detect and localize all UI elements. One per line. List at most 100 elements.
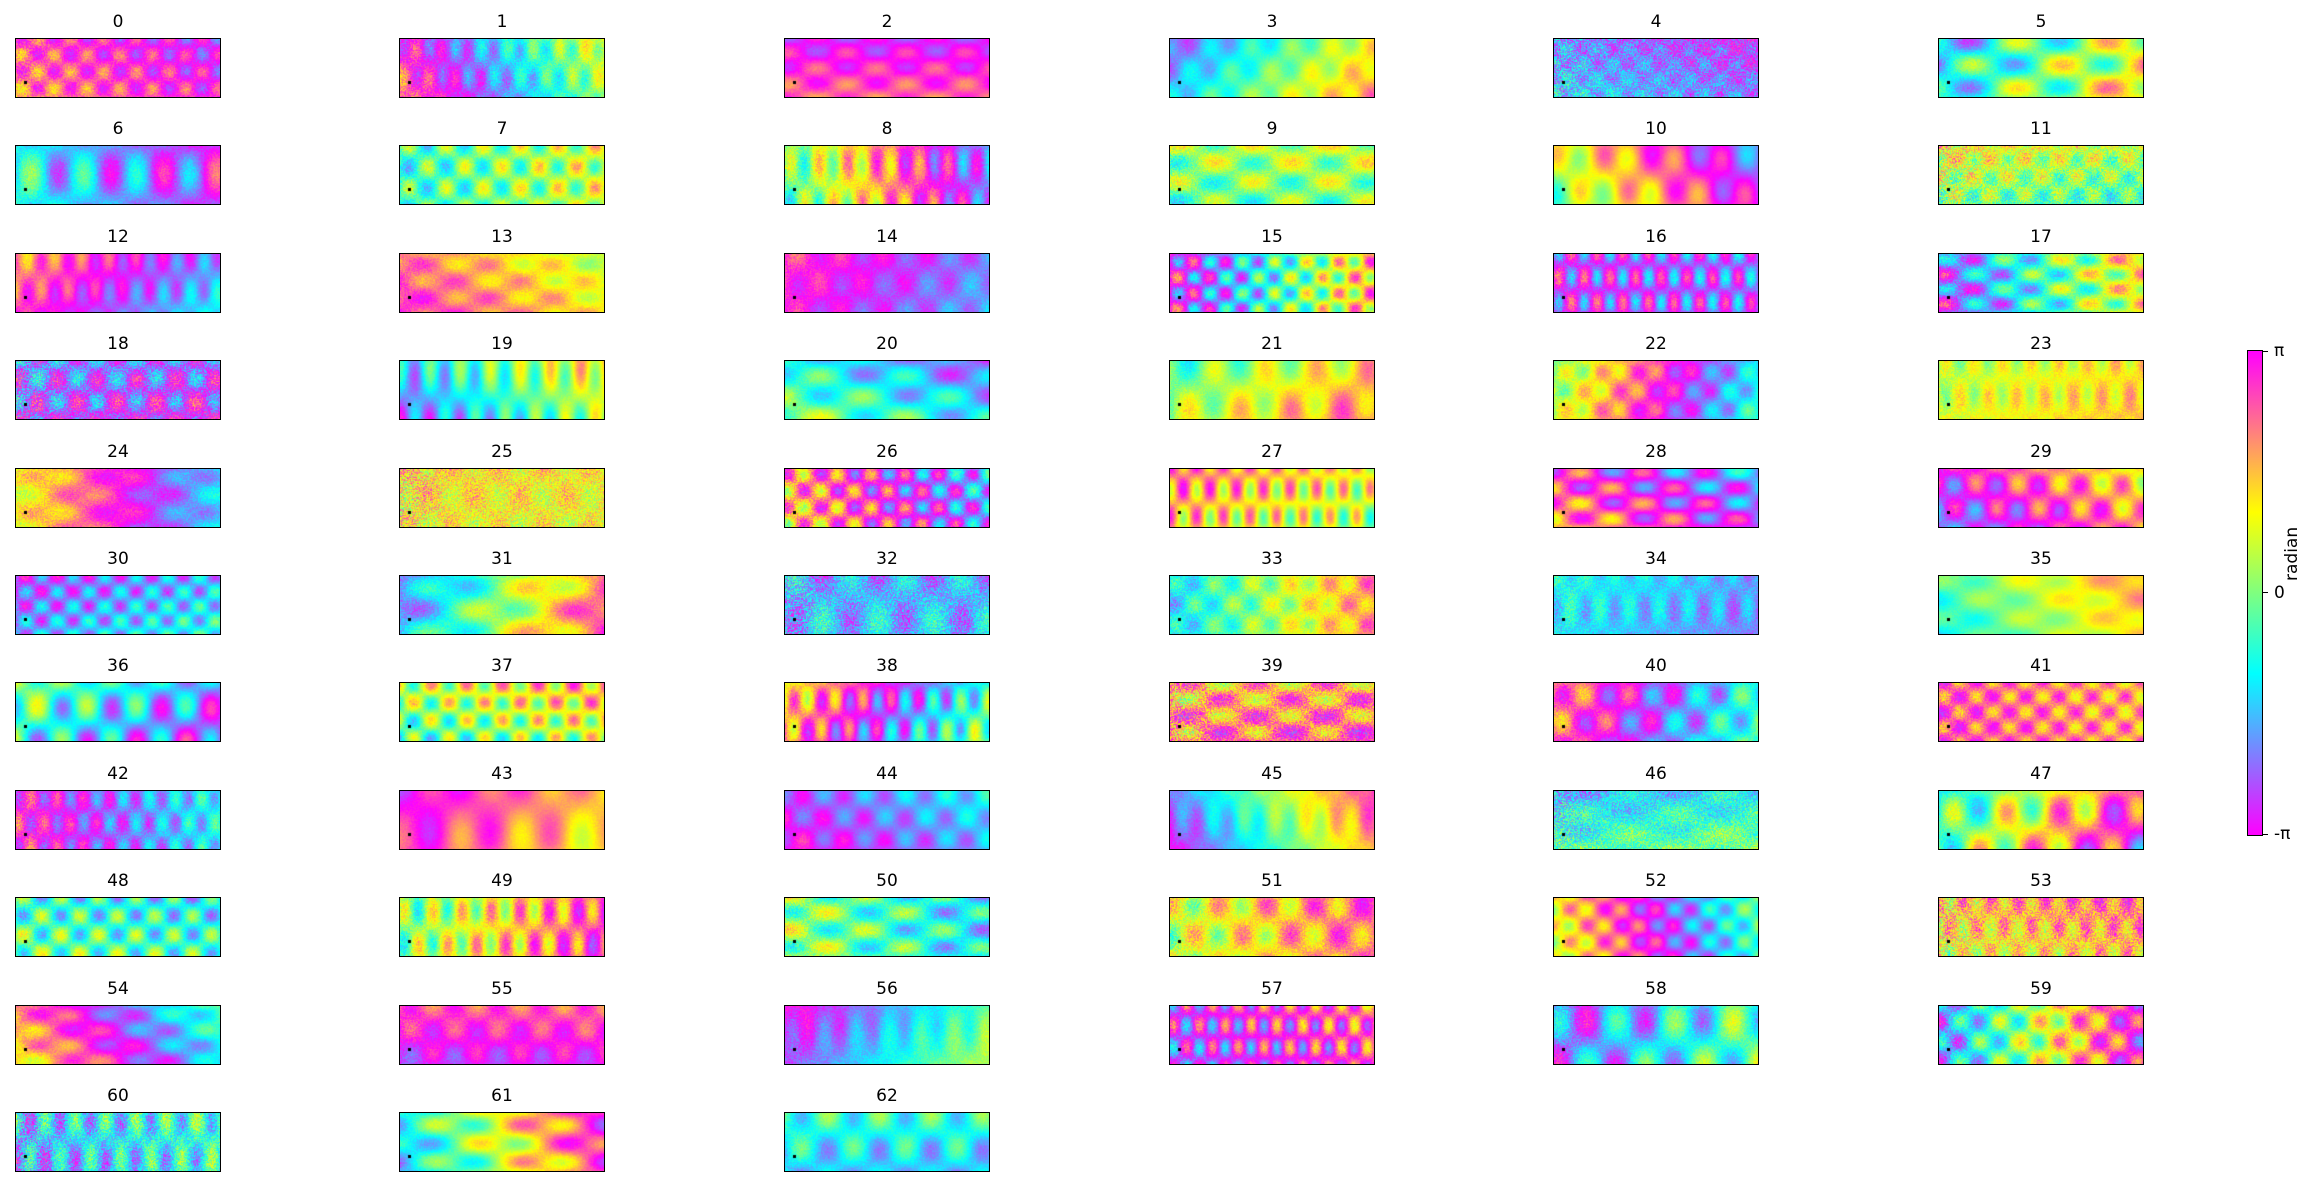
phase-map-12: [15, 252, 221, 313]
panel-title: 21: [1261, 334, 1283, 355]
panel-title: 53: [2030, 871, 2052, 892]
phase-map-20: [784, 360, 990, 421]
panel-title: 10: [1645, 119, 1667, 140]
panel-title: 32: [876, 549, 898, 569]
phase-map-29: [1938, 467, 2144, 528]
phase-map-61: [399, 1112, 605, 1172]
panel-title: 45: [1261, 763, 1283, 784]
phase-map-45: [1169, 789, 1375, 850]
panel-title: 24: [107, 441, 129, 462]
phase-map-5: [1938, 38, 2144, 98]
panel-title: 43: [491, 763, 513, 784]
phase-map-19: [399, 360, 605, 421]
phase-map-55: [399, 1004, 605, 1065]
phase-map-26: [784, 467, 990, 528]
panel-title: 42: [107, 763, 129, 784]
phase-map-22: [1553, 360, 1759, 421]
panel-title: 37: [491, 656, 513, 677]
panel-title: 52: [1645, 871, 1667, 892]
panel-title: 39: [1261, 656, 1283, 677]
panel-title: 56: [876, 978, 898, 999]
panel-title: 47: [2030, 763, 2052, 784]
phase-map-1: [399, 38, 605, 98]
panel-title: 57: [1261, 978, 1283, 999]
phase-map-16: [1553, 252, 1759, 313]
phase-map-3: [1169, 38, 1375, 98]
panel-title: 48: [107, 871, 129, 892]
phase-map-21: [1169, 360, 1375, 421]
panel-title: 7: [496, 119, 508, 140]
phase-map-8: [784, 145, 990, 206]
panel-title: 34: [1645, 549, 1667, 569]
panel-title: 51: [1261, 871, 1283, 892]
phase-map-2: [784, 38, 990, 98]
phase-map-51: [1169, 897, 1375, 958]
panel-title: 46: [1645, 763, 1667, 784]
phase-map-46: [1553, 789, 1759, 850]
phase-map-39: [1169, 682, 1375, 743]
panel-title: 49: [491, 871, 513, 892]
panel-title: 17: [2030, 226, 2052, 247]
phase-map-41: [1938, 682, 2144, 743]
phase-map-23: [1938, 360, 2144, 421]
panel-title: 28: [1645, 441, 1667, 462]
panel-title: 4: [1650, 12, 1662, 32]
phase-map-59: [1938, 1004, 2144, 1065]
panel-title: 9: [1266, 119, 1278, 140]
phase-map-62: [784, 1112, 990, 1172]
phase-map-43: [399, 789, 605, 850]
phase-map-33: [1169, 575, 1375, 635]
phase-map-47: [1938, 789, 2144, 850]
panel-title: 20: [876, 334, 898, 355]
phase-map-18: [15, 360, 221, 421]
panel-title: 1: [496, 12, 508, 32]
panel-title: 29: [2030, 441, 2052, 462]
panel-title: 50: [876, 871, 898, 892]
panel-title: 15: [1261, 226, 1283, 247]
panel-title: 0: [112, 12, 124, 32]
phase-map-42: [15, 789, 221, 850]
phase-map-30: [15, 575, 221, 635]
phase-map-32: [784, 575, 990, 635]
phase-map-11: [1938, 145, 2144, 206]
phase-map-54: [15, 1004, 221, 1065]
phase-map-25: [399, 467, 605, 528]
panel-title: 12: [107, 226, 129, 247]
panel-title: 25: [491, 441, 513, 462]
panel-title: 18: [107, 334, 129, 355]
phase-map-28: [1553, 467, 1759, 528]
panel-title: 26: [876, 441, 898, 462]
panel-title: 3: [1266, 12, 1278, 32]
phase-map-0: [15, 38, 221, 98]
phase-map-4: [1553, 38, 1759, 98]
panel-title: 41: [2030, 656, 2052, 677]
phase-map-13: [399, 252, 605, 313]
phase-map-9: [1169, 145, 1375, 206]
panel-title: 2: [881, 12, 893, 32]
phase-map-17: [1938, 252, 2144, 313]
phase-map-58: [1553, 1004, 1759, 1065]
phase-map-35: [1938, 575, 2144, 635]
phase-map-40: [1553, 682, 1759, 743]
panel-title: 23: [2030, 334, 2052, 355]
panel-title: 36: [107, 656, 129, 677]
panel-title: 6: [112, 119, 124, 140]
phase-map-38: [784, 682, 990, 743]
colorbar-tick-zero: [2262, 592, 2268, 593]
panel-title: 16: [1645, 226, 1667, 247]
colorbar-min-label: -π: [2274, 824, 2291, 844]
panel-title: 44: [876, 763, 898, 784]
phase-map-31: [399, 575, 605, 635]
colorbar-max-label: π: [2274, 341, 2285, 361]
panel-title: 38: [876, 656, 898, 677]
panel-title: 5: [2035, 12, 2047, 32]
phase-map-36: [15, 682, 221, 743]
phase-map-52: [1553, 897, 1759, 958]
phase-map-15: [1169, 252, 1375, 313]
colorbar-tick-min: [2262, 834, 2268, 835]
colorbar: [2247, 350, 2263, 836]
panel-title: 33: [1261, 549, 1283, 569]
phase-map-37: [399, 682, 605, 743]
panel-title: 54: [107, 978, 129, 999]
